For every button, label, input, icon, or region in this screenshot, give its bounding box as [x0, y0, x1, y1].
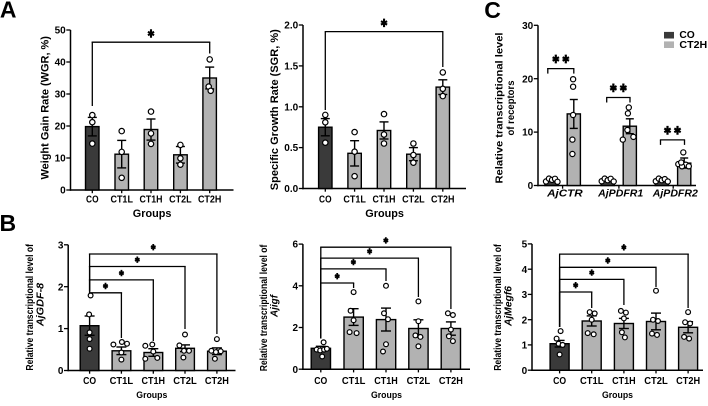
svg-text:1.5: 1.5: [284, 62, 298, 73]
svg-text:0: 0: [58, 366, 64, 377]
svg-text:AjCTR: AjCTR: [546, 188, 583, 200]
svg-text:0: 0: [528, 181, 534, 192]
svg-text:CT2H: CT2H: [676, 376, 700, 387]
svg-text:20: 20: [55, 122, 67, 133]
svg-text:0.0: 0.0: [284, 184, 298, 195]
svg-text:Groups: Groups: [133, 208, 172, 220]
svg-text:0: 0: [522, 366, 528, 377]
svg-text:4: 4: [522, 265, 528, 276]
svg-text:CT1H: CT1H: [140, 194, 163, 205]
svg-text:Relative transcriptional level: Relative transcriptional level: [494, 32, 506, 183]
svg-text:CO: CO: [86, 194, 99, 205]
svg-text:30: 30: [522, 21, 534, 32]
svg-text:CO: CO: [319, 194, 332, 205]
svg-text:CT1L: CT1L: [342, 376, 366, 387]
svg-text:CT2L: CT2L: [407, 376, 431, 387]
svg-text:Groups: Groups: [136, 390, 167, 401]
svg-text:CT1L: CT1L: [110, 194, 133, 205]
svg-text:3: 3: [58, 240, 64, 251]
svg-text:Groups: Groups: [365, 208, 404, 220]
svg-text:2.0: 2.0: [284, 21, 298, 32]
svg-text:AjPDFR1: AjPDFR1: [597, 188, 643, 200]
svg-text:Weight Gain Rate (WGR, %): Weight Gain Rate (WGR, %): [39, 36, 51, 180]
svg-text:2: 2: [522, 315, 528, 326]
svg-text:B: B: [0, 210, 16, 236]
svg-text:CT1H: CT1H: [142, 376, 166, 387]
svg-text:CT2H: CT2H: [439, 376, 463, 387]
svg-text:CT1H: CT1H: [373, 194, 396, 205]
svg-text:40: 40: [55, 58, 67, 69]
svg-text:0: 0: [293, 365, 299, 376]
svg-text:CO: CO: [679, 30, 695, 41]
svg-text:CO: CO: [314, 376, 327, 387]
svg-text:AjGDF-8: AjGDF-8: [36, 282, 47, 327]
svg-text:0: 0: [60, 186, 66, 197]
svg-text:CT2L: CT2L: [402, 194, 425, 205]
svg-text:CT2L: CT2L: [173, 376, 197, 387]
svg-text:2: 2: [293, 323, 299, 334]
svg-text:Groups: Groups: [602, 390, 633, 401]
svg-text:CT2L: CT2L: [169, 194, 192, 205]
svg-text:Relative transcriptional level: Relative transcriptional level of: [493, 244, 504, 371]
svg-text:A: A: [0, 0, 17, 23]
svg-text:Groups: Groups: [371, 390, 402, 401]
svg-text:CT1H: CT1H: [374, 376, 398, 387]
svg-text:AjMegf6: AjMegf6: [504, 286, 515, 327]
svg-text:C: C: [484, 0, 501, 23]
svg-text:5: 5: [522, 240, 528, 251]
svg-text:1.0: 1.0: [284, 102, 298, 113]
svg-text:CT2H: CT2H: [431, 194, 455, 205]
svg-text:10: 10: [522, 128, 534, 139]
svg-text:CT2H: CT2H: [205, 376, 229, 387]
svg-text:6: 6: [293, 240, 299, 251]
svg-text:4: 4: [293, 281, 299, 292]
svg-text:CT1L: CT1L: [343, 194, 366, 205]
svg-text:CT2L: CT2L: [644, 376, 668, 387]
svg-text:2: 2: [58, 282, 64, 293]
svg-text:CT1L: CT1L: [110, 376, 134, 387]
svg-text:CT1H: CT1H: [612, 376, 636, 387]
svg-text:CO: CO: [553, 376, 566, 387]
svg-text:30: 30: [55, 90, 67, 101]
svg-text:CT2H: CT2H: [198, 194, 222, 205]
svg-text:1: 1: [522, 341, 528, 352]
svg-text:1: 1: [58, 324, 64, 335]
svg-text:10: 10: [55, 154, 67, 165]
svg-text:Ajigf: Ajigf: [270, 293, 281, 318]
svg-text:Specific Growth Rate (SGR, %): Specific Growth Rate (SGR, %): [269, 29, 281, 190]
svg-text:50: 50: [55, 26, 67, 37]
svg-text:CT1L: CT1L: [580, 376, 604, 387]
svg-text:CT2H: CT2H: [679, 40, 707, 51]
svg-text:3: 3: [522, 290, 528, 301]
svg-text:AjPDFR2: AjPDFR2: [652, 188, 698, 200]
svg-text:Relative transcriptional level: Relative transcriptional level of: [25, 243, 36, 370]
svg-text:20: 20: [522, 74, 534, 85]
svg-text:of receptors: of receptors: [505, 80, 517, 135]
svg-text:Relative transcriptional level: Relative transcriptional level of: [259, 244, 270, 371]
svg-text:0.5: 0.5: [284, 143, 298, 154]
svg-text:CO: CO: [83, 376, 96, 387]
